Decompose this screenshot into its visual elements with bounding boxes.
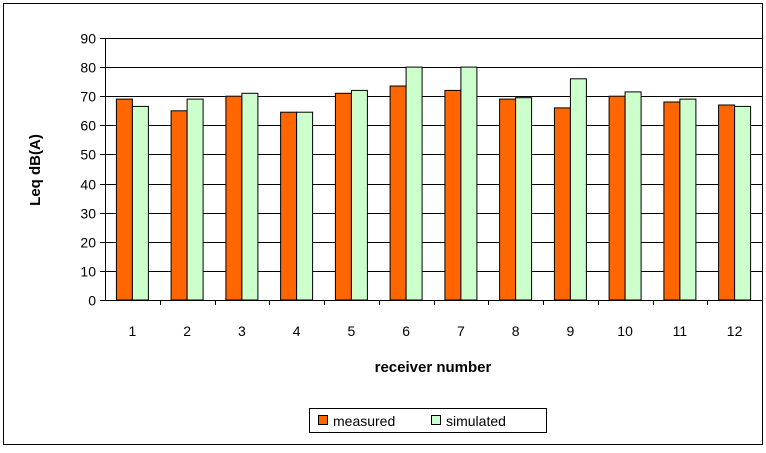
- bar-measured: [170, 110, 188, 301]
- y-tick-label: 50: [80, 147, 96, 163]
- x-tick-label: 4: [293, 323, 301, 339]
- legend-swatch: [318, 415, 328, 425]
- bar-simulated: [734, 105, 752, 301]
- y-tick-label: 70: [80, 89, 96, 105]
- legend-swatch: [431, 415, 441, 425]
- legend-label: simulated: [446, 413, 506, 429]
- x-tick-label: 3: [238, 323, 246, 339]
- legend: measured simulated: [309, 408, 547, 433]
- bar-measured: [389, 85, 407, 301]
- bar-simulated: [569, 78, 587, 301]
- bar-measured: [444, 89, 462, 301]
- y-tick-label: 90: [80, 31, 96, 47]
- bars: [115, 66, 752, 301]
- x-tick-label: 12: [727, 323, 743, 339]
- axes: [100, 38, 763, 305]
- x-tick-label: 6: [402, 323, 410, 339]
- bar-measured: [225, 95, 243, 301]
- bar-measured: [553, 107, 571, 301]
- x-tick-label: 8: [512, 323, 520, 339]
- bar-measured: [608, 95, 626, 301]
- y-axis-label: Leq dB(A): [27, 134, 44, 206]
- y-tick-label: 0: [88, 293, 96, 309]
- gridlines: [105, 38, 762, 272]
- bar-simulated: [679, 98, 697, 301]
- y-tick-label: 10: [80, 264, 96, 280]
- bar-measured: [115, 98, 133, 301]
- bar-simulated: [241, 92, 259, 301]
- x-tick-label: 11: [673, 323, 688, 339]
- bar-simulated: [350, 89, 368, 301]
- bar-simulated: [624, 91, 642, 301]
- x-tick-label: 7: [457, 323, 465, 339]
- legend-label: measured: [333, 413, 395, 429]
- y-tick-label: 60: [80, 118, 96, 134]
- bar-simulated: [405, 66, 423, 301]
- y-tick-label: 30: [80, 206, 96, 222]
- bar-measured: [718, 104, 736, 301]
- bar-simulated: [186, 98, 204, 301]
- bar-measured: [280, 111, 298, 301]
- y-tick-label: 20: [80, 235, 96, 251]
- y-tick-label: 80: [80, 60, 96, 76]
- x-tick-label: 9: [567, 323, 575, 339]
- legend-box: [309, 408, 547, 433]
- x-tick-label: 1: [129, 323, 137, 339]
- bar-simulated: [296, 111, 314, 301]
- bar-measured: [663, 101, 681, 301]
- bar-measured: [499, 98, 517, 301]
- x-tick-label: 5: [348, 323, 356, 339]
- x-tick-label: 2: [183, 323, 191, 339]
- bar-simulated: [515, 97, 533, 301]
- y-tick-label: 40: [80, 177, 96, 193]
- x-axis-label: receiver number: [375, 359, 492, 376]
- bar-measured: [334, 92, 352, 301]
- bar-simulated: [460, 66, 478, 301]
- bar-simulated: [131, 105, 149, 301]
- x-tick-label: 10: [617, 323, 633, 339]
